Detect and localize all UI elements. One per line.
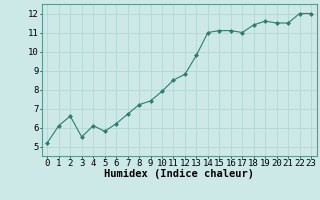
X-axis label: Humidex (Indice chaleur): Humidex (Indice chaleur) [104, 169, 254, 179]
